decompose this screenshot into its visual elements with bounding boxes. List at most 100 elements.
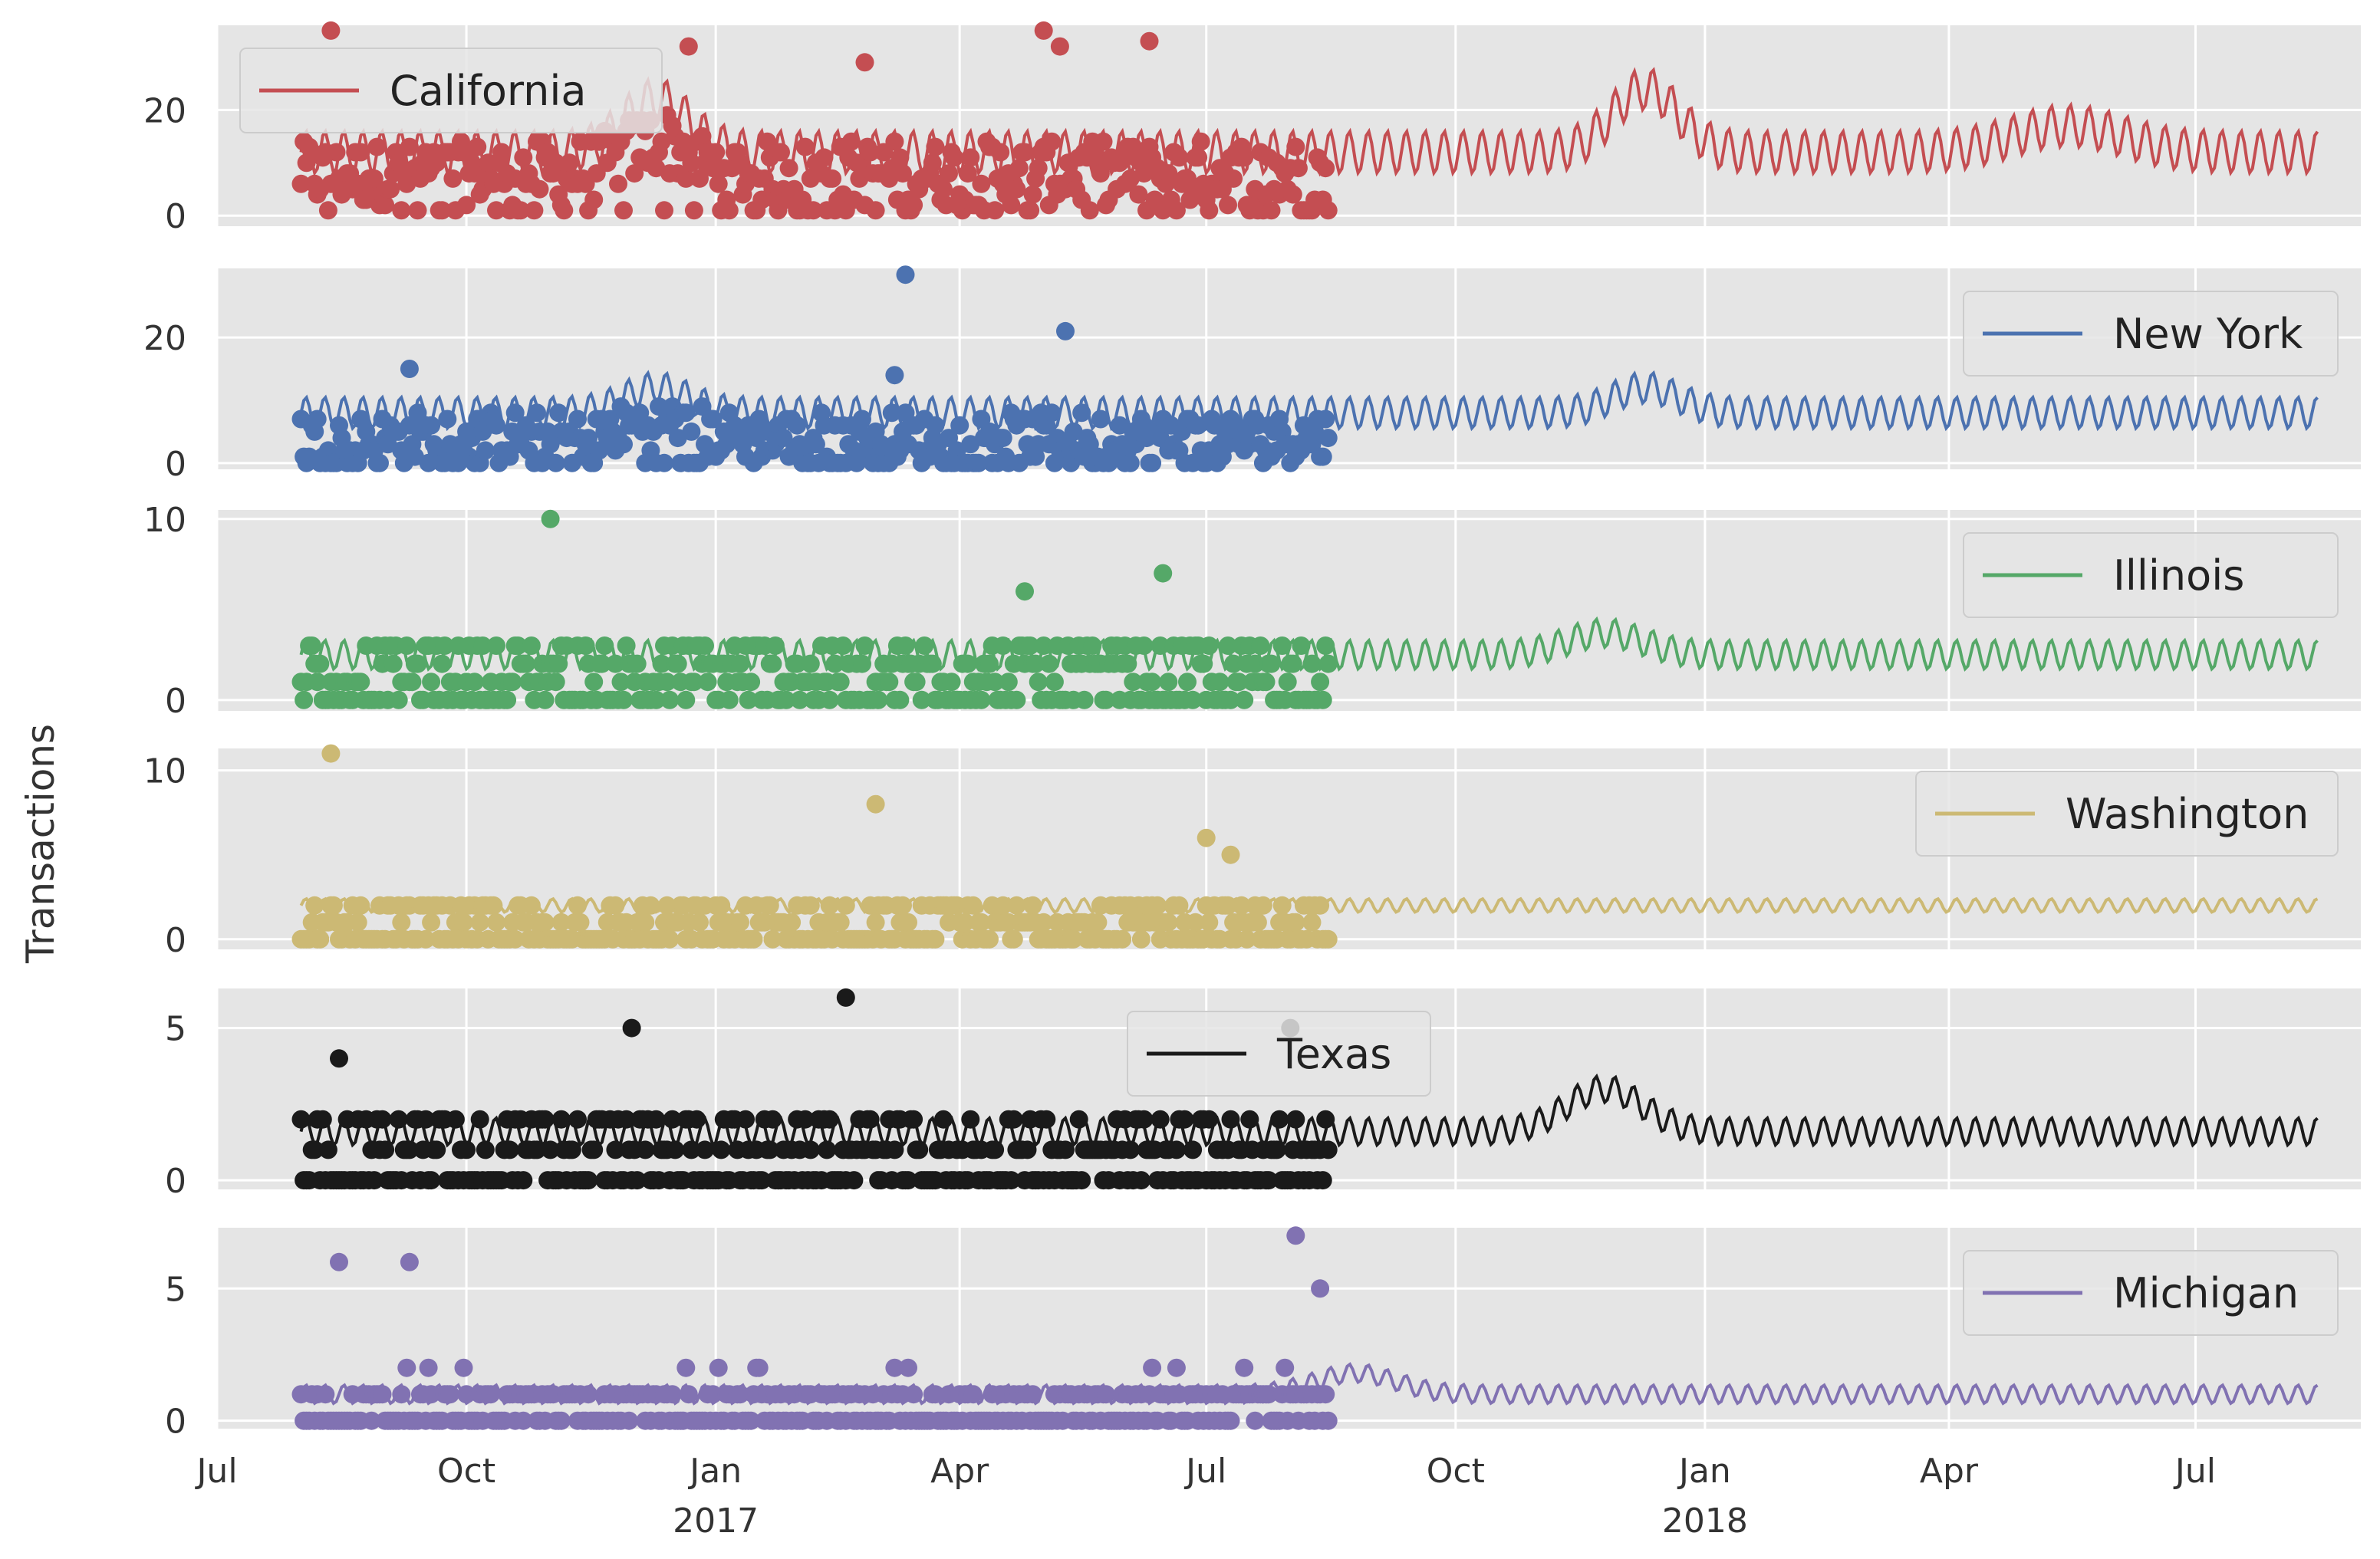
observed-point — [392, 201, 411, 220]
observed-point — [1148, 896, 1167, 915]
outlier-point — [321, 21, 341, 40]
observed-point — [522, 896, 541, 915]
observed-point — [719, 690, 739, 709]
observed-point — [993, 896, 1012, 915]
observed-point — [885, 1140, 904, 1159]
observed-point — [1097, 1385, 1115, 1404]
observed-point — [690, 913, 709, 932]
observed-point — [579, 1385, 598, 1404]
observed-point — [742, 1411, 761, 1430]
observed-point — [305, 1140, 324, 1159]
observed-point — [454, 1358, 473, 1377]
observed-point — [606, 896, 625, 915]
x-tick-label: Jan — [1677, 1452, 1731, 1491]
observed-point — [698, 673, 717, 692]
observed-point — [311, 929, 330, 949]
observed-point — [1283, 185, 1302, 204]
observed-point — [1039, 654, 1058, 673]
observed-point — [1124, 673, 1143, 692]
observed-point — [1224, 169, 1243, 188]
observed-point — [779, 159, 798, 178]
observed-point — [1221, 690, 1240, 709]
outlier-point — [836, 988, 855, 1007]
observed-point — [592, 654, 611, 673]
observed-point — [1170, 896, 1189, 915]
observed-point — [818, 1140, 836, 1159]
observed-point — [853, 409, 871, 429]
observed-point — [1313, 447, 1332, 466]
observed-point — [663, 1385, 682, 1404]
observed-point — [1210, 673, 1230, 692]
outlier-point — [1056, 321, 1075, 340]
observed-point — [364, 169, 383, 188]
observed-point — [1178, 673, 1197, 692]
observed-point — [416, 1110, 436, 1129]
observed-point — [763, 929, 782, 949]
observed-point — [551, 913, 571, 932]
observed-point — [546, 673, 565, 692]
observed-point — [991, 143, 1010, 162]
y-tick-label: 0 — [165, 682, 186, 721]
observed-point — [899, 1358, 917, 1377]
observed-point — [541, 1140, 560, 1159]
observed-point — [1318, 1411, 1338, 1430]
legend-box — [1963, 291, 2339, 377]
observed-point — [617, 636, 636, 655]
observed-point — [1221, 1110, 1240, 1129]
observed-point — [1276, 1358, 1295, 1377]
observed-point — [433, 654, 452, 673]
observed-point — [652, 654, 671, 673]
observed-point — [926, 1385, 945, 1404]
observed-point — [1248, 913, 1267, 932]
observed-point — [972, 690, 991, 709]
observed-point — [383, 654, 403, 673]
observed-point — [972, 174, 991, 193]
observed-point — [457, 1140, 476, 1159]
observed-point — [647, 690, 666, 709]
observed-point — [1131, 1171, 1150, 1190]
observed-point — [316, 1385, 335, 1404]
y-tick-label: 0 — [165, 1403, 186, 1442]
observed-point — [422, 913, 441, 932]
observed-point — [923, 153, 942, 173]
observed-point — [731, 654, 749, 673]
observed-point — [885, 132, 904, 151]
observed-point — [576, 636, 595, 655]
observed-point — [1311, 673, 1330, 692]
observed-point — [742, 673, 761, 692]
observed-point — [1286, 137, 1305, 156]
observed-point — [1219, 196, 1237, 215]
observed-point — [313, 1110, 332, 1129]
observed-point — [820, 1110, 839, 1129]
observed-point — [790, 690, 809, 709]
observed-point — [1270, 1110, 1289, 1129]
observed-point — [1200, 201, 1219, 220]
observed-point — [963, 896, 983, 915]
observed-point — [1021, 636, 1040, 655]
observed-point — [579, 1171, 598, 1190]
observed-point — [1045, 673, 1064, 692]
observed-point — [528, 1140, 546, 1159]
observed-point — [327, 143, 346, 162]
outlier-point — [622, 1018, 641, 1038]
observed-point — [801, 896, 820, 915]
outlier-point — [330, 1049, 348, 1068]
observed-point — [422, 673, 441, 692]
observed-point — [1235, 148, 1254, 167]
observed-point — [980, 654, 999, 673]
observed-point — [305, 896, 324, 915]
observed-point — [940, 164, 958, 183]
observed-point — [1194, 654, 1213, 673]
outlier-point — [679, 37, 698, 56]
observed-point — [815, 148, 834, 167]
observed-point — [950, 416, 969, 435]
observed-point — [1091, 409, 1110, 429]
observed-point — [763, 1110, 782, 1129]
outlier-point — [855, 53, 874, 72]
observed-point — [885, 1358, 904, 1377]
observed-point — [560, 153, 579, 173]
observed-point — [1183, 690, 1203, 709]
observed-point — [1200, 1110, 1219, 1129]
observed-point — [676, 1358, 696, 1377]
observed-point — [1183, 1140, 1203, 1159]
